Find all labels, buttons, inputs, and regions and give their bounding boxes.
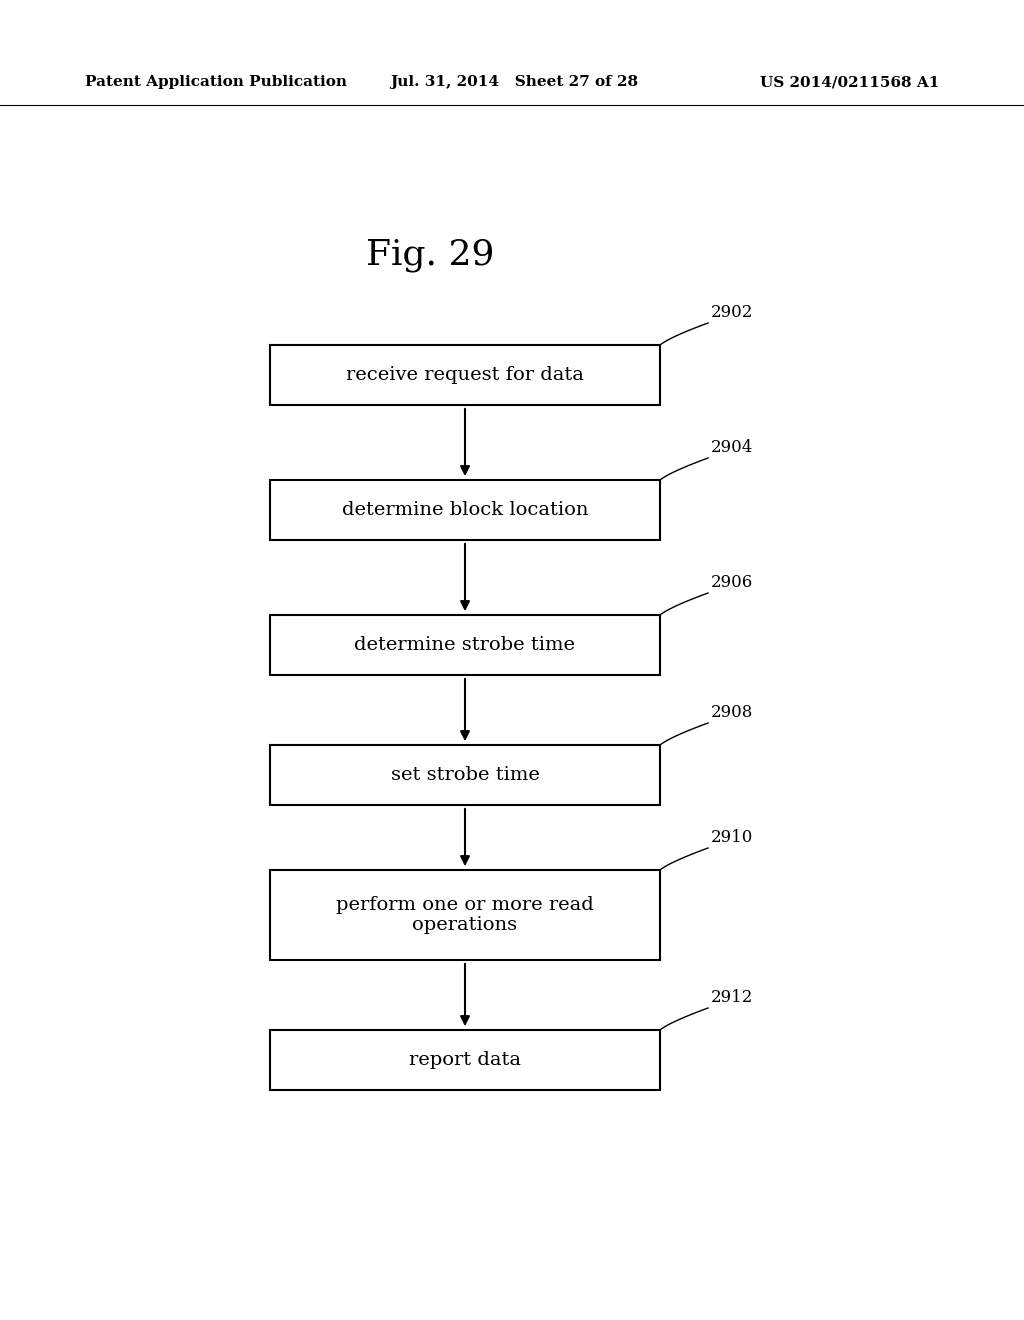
Bar xyxy=(270,870,660,960)
Text: determine block location: determine block location xyxy=(342,502,588,519)
Text: perform one or more read
operations: perform one or more read operations xyxy=(336,895,594,935)
Text: Fig. 29: Fig. 29 xyxy=(366,238,495,272)
Bar xyxy=(270,1030,660,1090)
Bar xyxy=(270,480,660,540)
Text: report data: report data xyxy=(409,1051,521,1069)
Text: 2910: 2910 xyxy=(711,829,754,846)
Text: Jul. 31, 2014   Sheet 27 of 28: Jul. 31, 2014 Sheet 27 of 28 xyxy=(390,75,638,88)
Text: US 2014/0211568 A1: US 2014/0211568 A1 xyxy=(760,75,939,88)
Bar xyxy=(270,615,660,675)
Bar xyxy=(270,345,660,405)
Text: 2908: 2908 xyxy=(711,704,754,721)
Text: determine strobe time: determine strobe time xyxy=(354,636,575,653)
Text: Patent Application Publication: Patent Application Publication xyxy=(85,75,347,88)
Text: 2906: 2906 xyxy=(711,574,754,591)
Text: receive request for data: receive request for data xyxy=(346,366,584,384)
Text: 2902: 2902 xyxy=(711,304,754,321)
Text: set strobe time: set strobe time xyxy=(390,766,540,784)
Text: 2904: 2904 xyxy=(711,440,754,455)
Bar xyxy=(270,744,660,805)
Text: 2912: 2912 xyxy=(711,989,754,1006)
